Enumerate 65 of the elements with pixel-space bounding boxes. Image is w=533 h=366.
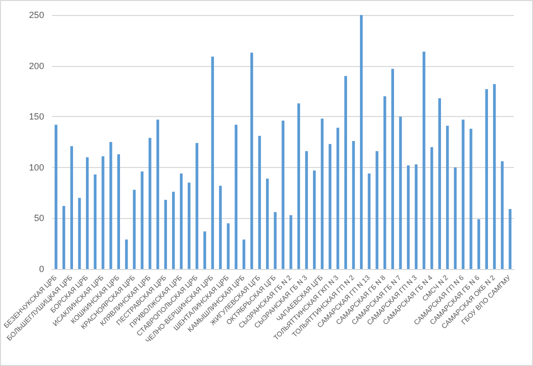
bar xyxy=(446,126,449,269)
bar xyxy=(164,200,167,269)
bar xyxy=(312,170,316,269)
bar xyxy=(250,52,254,269)
bar xyxy=(493,84,496,269)
bar xyxy=(383,96,386,269)
y-tick-label: 250 xyxy=(29,10,44,20)
bar xyxy=(188,182,190,269)
bar xyxy=(156,120,160,269)
bar xyxy=(414,164,418,269)
bar xyxy=(485,89,488,269)
bar xyxy=(62,206,66,269)
bar xyxy=(242,240,246,269)
bar xyxy=(86,157,89,269)
y-tick-label: 150 xyxy=(29,112,44,122)
bar xyxy=(391,68,394,269)
bar xyxy=(219,186,222,269)
bar xyxy=(376,151,378,269)
bar xyxy=(290,215,292,269)
bar xyxy=(470,128,472,269)
bar xyxy=(500,161,504,269)
bar xyxy=(117,154,120,269)
bar xyxy=(320,118,324,269)
y-tick-label: 50 xyxy=(34,213,44,224)
bar xyxy=(282,120,284,269)
bar xyxy=(297,103,300,269)
bar xyxy=(274,212,277,269)
bar xyxy=(368,173,371,269)
bar xyxy=(399,116,402,269)
bar xyxy=(172,192,175,269)
bar xyxy=(258,136,261,269)
bar xyxy=(211,56,214,269)
bar xyxy=(203,231,206,269)
bar xyxy=(196,143,198,269)
bar xyxy=(148,138,152,269)
bar xyxy=(102,156,104,269)
y-tick-label: 200 xyxy=(29,60,44,71)
bar xyxy=(78,198,81,269)
y-tick-label: 0 xyxy=(39,264,44,274)
bar xyxy=(328,144,332,269)
bar xyxy=(352,140,355,269)
bar xyxy=(430,147,434,269)
bar xyxy=(132,190,136,269)
bar xyxy=(54,124,58,269)
bar xyxy=(226,223,230,269)
bar xyxy=(234,124,238,269)
bar xyxy=(140,171,144,269)
bar xyxy=(477,219,480,269)
bar xyxy=(70,146,74,269)
bar xyxy=(462,120,464,269)
bar xyxy=(454,167,457,269)
bar xyxy=(94,174,97,269)
bar xyxy=(180,173,183,269)
bar xyxy=(344,76,348,269)
bar xyxy=(125,240,128,269)
bar xyxy=(438,98,441,269)
bar xyxy=(360,15,363,269)
bar xyxy=(109,142,112,269)
bar xyxy=(266,178,269,269)
bar xyxy=(508,209,512,269)
bar xyxy=(422,52,426,269)
y-tick-label: 100 xyxy=(29,162,44,172)
bar xyxy=(336,128,340,269)
bar xyxy=(305,151,308,269)
bar xyxy=(406,165,410,269)
